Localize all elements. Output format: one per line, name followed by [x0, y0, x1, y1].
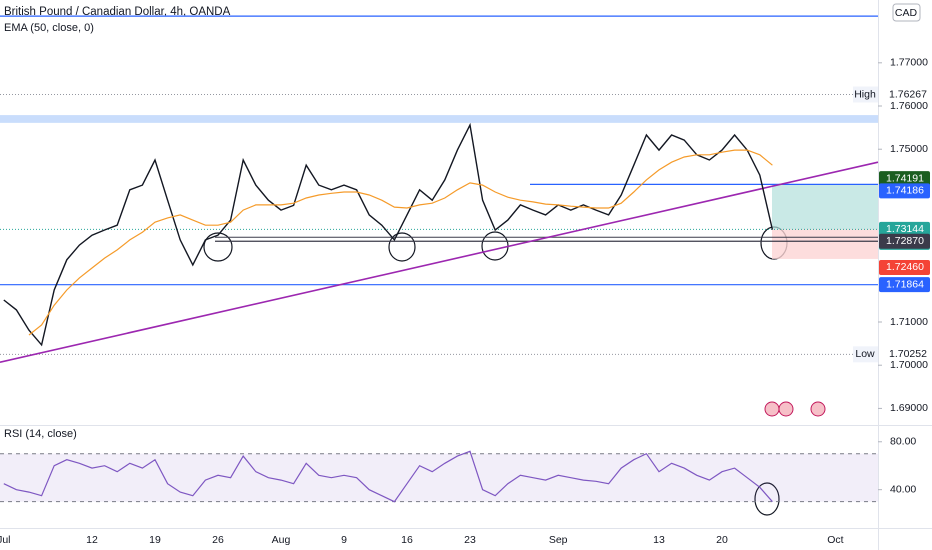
y-tick-label: 1.70000	[890, 359, 928, 371]
price-badge	[879, 233, 930, 249]
y-tick-label: 1.69000	[890, 402, 928, 414]
x-tick-label: 19	[149, 534, 161, 546]
y-tick-label: 1.76000	[890, 100, 928, 112]
price-badge-label: 1.72870	[886, 235, 924, 247]
circle	[754, 482, 780, 516]
event-icon[interactable]	[764, 401, 780, 417]
x-tick-label: 9	[341, 534, 347, 546]
x-tick-label: Sep	[549, 534, 568, 546]
rsi-tick-label: 80.00	[890, 436, 916, 448]
x-tick-label: 26	[212, 534, 224, 546]
price-badge-label: 1.74186	[886, 185, 924, 197]
series-line	[28, 149, 773, 336]
circle	[388, 232, 416, 262]
indicator-label: EMA (50, close, 0)	[4, 22, 94, 34]
x-tick-label: 12	[86, 534, 98, 546]
series-line	[3, 122, 774, 347]
x-tick-label: 13	[653, 534, 665, 546]
price-badge-label: 1.72460	[886, 261, 924, 273]
loss-zone	[772, 229, 878, 259]
high-name: High	[854, 88, 876, 100]
profit-zone	[772, 184, 878, 230]
price-badge-label: 1.73144	[886, 223, 924, 235]
price-badge	[879, 171, 930, 187]
x-tick-label: 20	[716, 534, 728, 546]
x-tick-label: Aug	[272, 534, 291, 546]
x-tick-label: Oct	[827, 534, 843, 546]
low-name: Low	[855, 348, 875, 360]
price-badge	[879, 259, 930, 275]
event-icon[interactable]	[778, 401, 794, 417]
price-badge-label: 1.71864	[886, 278, 924, 290]
y-tick-label: 1.71000	[890, 316, 928, 328]
x-tick-label: 16	[401, 534, 413, 546]
y-tick-label: 1.77000	[890, 57, 928, 69]
currency-button[interactable]	[892, 3, 921, 22]
chart-title: British Pound / Canadian Dollar, 4h, OAN…	[4, 6, 231, 18]
currency-label[interactable]: CAD	[895, 7, 918, 19]
high-tag	[853, 86, 878, 103]
low-label: 1.70252	[889, 348, 927, 360]
circle	[203, 232, 233, 262]
rsi-band	[0, 453, 878, 502]
rsi-line	[3, 450, 773, 503]
trendline	[0, 161, 879, 363]
price-badge	[879, 277, 930, 293]
rsi-tick-label: 40.00	[890, 483, 916, 495]
event-icon[interactable]	[810, 401, 826, 417]
price-badge	[879, 183, 930, 199]
event-icons	[764, 401, 826, 417]
y-tick-label: 1.75000	[890, 143, 928, 155]
price-badge-label: 1.74191	[886, 172, 924, 184]
resistance-zone	[0, 115, 878, 123]
x-tick-label: Jul	[0, 534, 11, 546]
rsi-title: RSI (14, close)	[4, 428, 77, 440]
low-tag	[853, 346, 878, 363]
x-tick-label: 23	[464, 534, 476, 546]
high-label: 1.76267	[889, 88, 927, 100]
